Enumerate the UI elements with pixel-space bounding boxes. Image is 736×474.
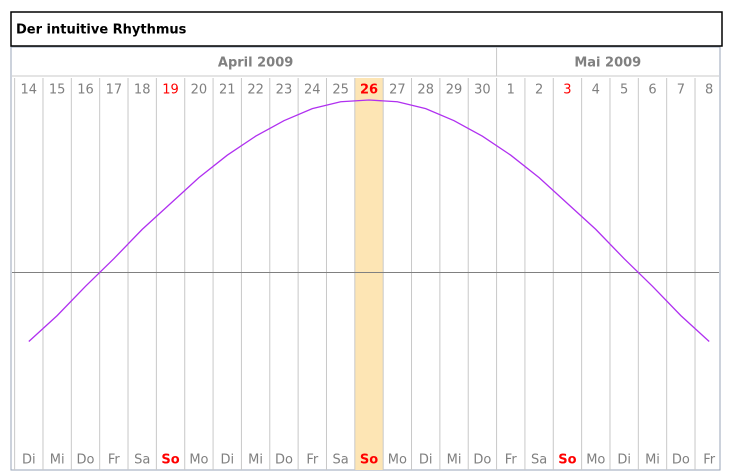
- weekday-label: So: [360, 453, 378, 468]
- today-highlight: [354, 78, 384, 470]
- day-label: 7: [677, 83, 685, 98]
- weekday-label: Do: [77, 453, 95, 468]
- weekday-label: Sa: [134, 453, 150, 468]
- day-label: 28: [417, 83, 434, 98]
- weekday-label: Di: [419, 453, 433, 468]
- weekday-label: Fr: [108, 453, 121, 468]
- rhythm-line: [28, 99, 710, 342]
- day-label: 3: [563, 83, 571, 98]
- weekday-label: Mi: [50, 453, 65, 468]
- day-label: 18: [134, 83, 151, 98]
- weekday-label: Di: [617, 453, 631, 468]
- day-label: 26: [360, 83, 378, 98]
- month-label: April 2009: [218, 56, 293, 71]
- day-label: 6: [648, 83, 656, 98]
- day-label: 14: [21, 83, 38, 98]
- weekday-label: Mi: [248, 453, 263, 468]
- day-label: 16: [77, 83, 94, 98]
- plot: April 2009 Mai 200914Di15Mi16Do17Fr18Sa19…: [12, 47, 719, 470]
- day-label: 25: [332, 83, 349, 98]
- day-label: 21: [219, 83, 236, 98]
- weekday-label: Fr: [505, 453, 518, 468]
- day-label: 8: [705, 83, 713, 98]
- title-box: [10, 11, 723, 47]
- day-label: 23: [276, 83, 293, 98]
- weekday-label: Mi: [447, 453, 462, 468]
- weekday-label: Di: [220, 453, 234, 468]
- weekday-label: Do: [473, 453, 491, 468]
- day-label: 5: [620, 83, 628, 98]
- weekday-label: Sa: [531, 453, 547, 468]
- day-label: 19: [162, 83, 179, 98]
- day-label: 27: [389, 83, 406, 98]
- day-label: 15: [49, 83, 66, 98]
- weekday-label: Sa: [333, 453, 349, 468]
- day-label: 2: [535, 83, 543, 98]
- weekday-label: Fr: [703, 453, 716, 468]
- day-label: 30: [474, 83, 491, 98]
- day-label: 24: [304, 83, 321, 98]
- weekday-label: Do: [672, 453, 690, 468]
- month-label: Mai 2009: [574, 56, 641, 71]
- weekday-label: Di: [22, 453, 36, 468]
- weekday-label: Fr: [306, 453, 319, 468]
- day-label: 17: [106, 83, 123, 98]
- day-label: 22: [247, 83, 264, 98]
- weekday-label: Mo: [388, 453, 407, 468]
- day-label: 20: [191, 83, 208, 98]
- weekday-label: Mi: [645, 453, 660, 468]
- weekday-label: So: [161, 453, 179, 468]
- weekday-label: Mo: [189, 453, 208, 468]
- day-label: 1: [507, 83, 515, 98]
- chart-title: Der intuitive Rhythmus: [16, 23, 187, 38]
- day-label: 29: [446, 83, 463, 98]
- day-label: 4: [592, 83, 600, 98]
- weekday-label: So: [558, 453, 576, 468]
- weekday-label: Do: [275, 453, 293, 468]
- weekday-label: Mo: [586, 453, 605, 468]
